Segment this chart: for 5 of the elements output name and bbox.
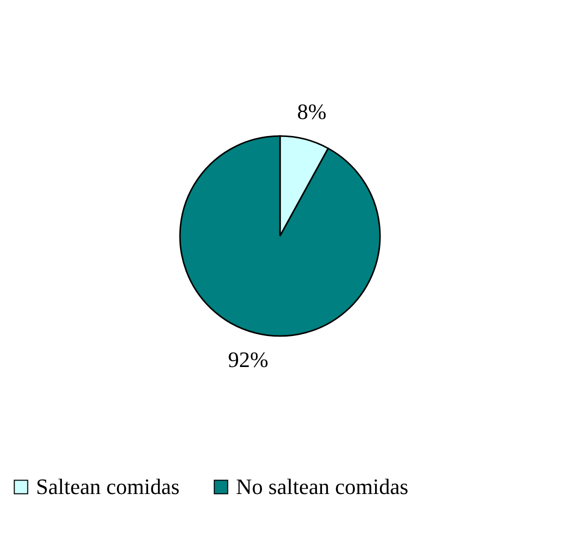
- data-label: 92%: [228, 346, 268, 372]
- legend-label: No saltean comidas: [236, 474, 408, 499]
- data-label: 8%: [297, 99, 326, 124]
- legend-label: Saltean comidas: [36, 474, 180, 499]
- pie-slice: [179, 135, 381, 337]
